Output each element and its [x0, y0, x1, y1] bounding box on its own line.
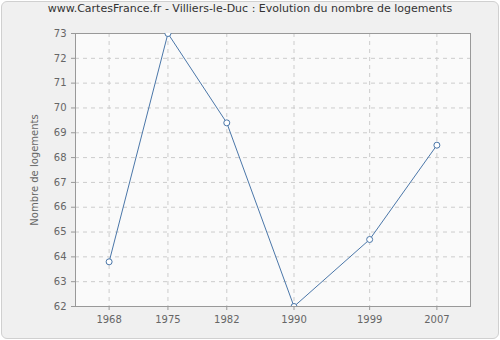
svg-text:72: 72 [54, 53, 67, 64]
svg-text:71: 71 [54, 77, 67, 88]
svg-text:2007: 2007 [424, 314, 449, 325]
svg-text:1975: 1975 [155, 314, 180, 325]
svg-text:66: 66 [54, 201, 67, 212]
svg-text:1990: 1990 [281, 314, 306, 325]
svg-text:65: 65 [54, 226, 67, 237]
svg-text:1982: 1982 [214, 314, 239, 325]
svg-text:67: 67 [54, 177, 67, 188]
svg-text:64: 64 [54, 251, 67, 262]
svg-text:68: 68 [54, 152, 67, 163]
svg-text:69: 69 [54, 127, 67, 138]
svg-text:63: 63 [54, 276, 67, 287]
svg-text:70: 70 [54, 102, 67, 113]
svg-text:1968: 1968 [96, 314, 121, 325]
svg-text:1999: 1999 [357, 314, 382, 325]
svg-text:62: 62 [54, 301, 67, 312]
html-text:www.CartesFrance.fr - Villiers: www.CartesFrance.fr - Villiers-le-Duc : … [47, 2, 453, 15]
svg-text:Nombre de logements: Nombre de logements [29, 114, 40, 225]
svg-text:73: 73 [54, 28, 67, 39]
